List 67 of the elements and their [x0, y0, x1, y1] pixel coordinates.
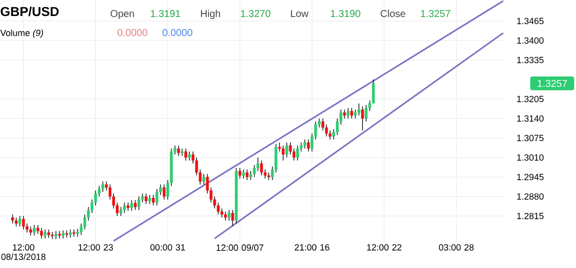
- candlestick: [177, 145, 180, 156]
- annotation: Close: [380, 10, 406, 18]
- candlestick: [202, 174, 206, 185]
- x-tick-label: 12:00 22: [367, 244, 402, 251]
- y-tick-label: 1.3075: [517, 134, 544, 142]
- y-tick-label: 1.3010: [517, 154, 544, 161]
- y-tick-label: 1.3140: [517, 115, 544, 122]
- candlestick: [260, 160, 263, 176]
- candlestick: [58, 230, 61, 239]
- annotation: 0.0000: [162, 29, 192, 36]
- annotation: High: [201, 10, 220, 20]
- candlestick: [346, 108, 350, 119]
- candlestick: [358, 103, 360, 116]
- x-tick-label: 21:00 16: [294, 244, 330, 251]
- candlestick: [361, 106, 364, 131]
- candlestick: [238, 168, 242, 179]
- x-tick-label: 00:00 31: [150, 244, 185, 251]
- candlestick: [278, 142, 281, 152]
- y-tick-label: 1.3205: [517, 96, 544, 102]
- candlestick: [123, 202, 126, 214]
- candlestick: [101, 181, 104, 192]
- y-tick-label: 1.3465: [517, 18, 544, 24]
- annotation: 1.3257: [420, 10, 450, 18]
- candlestick: [126, 202, 130, 212]
- candlestick: [137, 196, 140, 210]
- annotation: 1.3190: [330, 10, 360, 18]
- annotation: 0.0000: [118, 29, 148, 36]
- x-tick-label: 12:00 08/13/2018: [1, 244, 46, 260]
- y-tick-label: 1.3335: [517, 56, 544, 64]
- candlestick: [296, 145, 299, 161]
- candlestick: [72, 229, 76, 238]
- candlestick: [285, 142, 288, 158]
- y-tick-label: 1.2815: [517, 212, 544, 220]
- candlestick: [40, 228, 43, 239]
- y-tick-label: 1.2880: [517, 193, 544, 200]
- annotation: Open: [110, 10, 134, 20]
- chart-title: GBP/USD: [0, 6, 59, 16]
- candlestick: [152, 194, 155, 206]
- annotation: Low: [291, 10, 308, 18]
- candlestick: [22, 216, 25, 230]
- candlestick: [184, 148, 188, 161]
- text: 1.3257: [538, 80, 567, 87]
- candlestick: [156, 188, 158, 206]
- candlestick: [292, 148, 296, 161]
- candlestick: [325, 124, 328, 137]
- y-tick-label: 1.3400: [517, 37, 544, 44]
- candlestick: [350, 108, 354, 119]
- x-tick-label: 12:00 09/07: [216, 244, 264, 251]
- candlestick: [134, 200, 137, 210]
- candlestick: [282, 145, 285, 161]
- candlestick: [18, 216, 22, 227]
- x-tick-label: 03:00 28: [438, 244, 474, 251]
- candlestick: [76, 228, 79, 238]
- y-tick-label: 1.2945: [517, 174, 544, 180]
- candlestick: [130, 200, 134, 212]
- candlestick: [144, 193, 148, 204]
- annotation: 1.3270: [240, 10, 270, 18]
- x-tick-label: 12:00 23: [78, 244, 113, 251]
- candlestick: [307, 139, 310, 152]
- annotation: Volume (9): [0, 29, 44, 38]
- candlestick: [162, 184, 166, 200]
- candlestick: [228, 210, 230, 221]
- candlestick: [231, 210, 234, 226]
- candlestick: [32, 224, 36, 236]
- candlestick: [246, 169, 248, 180]
- annotation: 1.3191: [150, 10, 180, 18]
- candlestick: [256, 157, 260, 172]
